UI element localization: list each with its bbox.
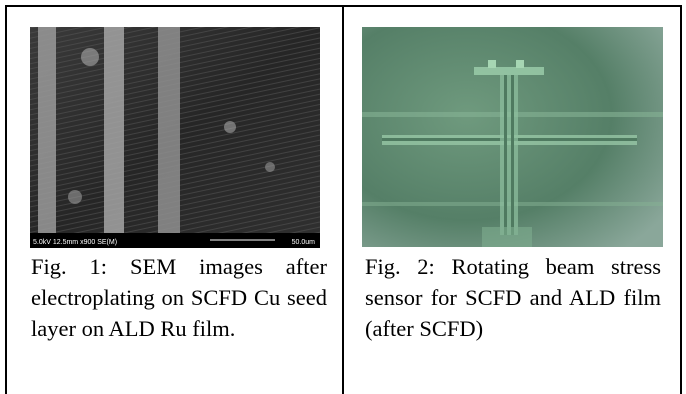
sem-info: 5.0kV 12.5mm x900 SE(M) [33, 239, 117, 246]
figure-caption: Fig. 1: SEM images after electroplating … [31, 251, 327, 344]
figure-caption: Fig. 2: Rotating beam stress sensor for … [365, 251, 661, 344]
sem-scale: 50.0um [292, 239, 316, 246]
table-border-left [5, 5, 7, 394]
sensor-image [362, 27, 663, 247]
page: 5.0kV 12.5mm x900 SE(M) 50.0um Fig. 1: S… [0, 0, 686, 394]
table-border-right [680, 5, 682, 394]
table-border-middle [342, 5, 344, 394]
sem-image: 5.0kV 12.5mm x900 SE(M) 50.0um [30, 27, 320, 248]
